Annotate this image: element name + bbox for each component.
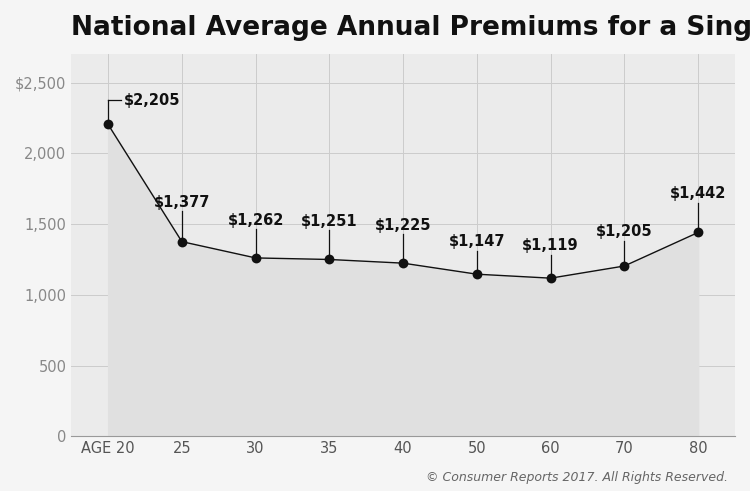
Point [397, 259, 409, 267]
Text: $1,377: $1,377 [154, 195, 210, 210]
Point [471, 270, 483, 278]
Text: $1,262: $1,262 [227, 213, 284, 227]
Text: $1,251: $1,251 [301, 214, 358, 229]
Text: $2,205: $2,205 [124, 93, 181, 108]
Point [176, 238, 188, 246]
Text: National Average Annual Premiums for a Single Driver: National Average Annual Premiums for a S… [71, 15, 750, 41]
Text: $1,442: $1,442 [670, 186, 726, 201]
Point [692, 228, 704, 236]
Point [323, 255, 335, 263]
Point [250, 254, 262, 262]
Text: $1,225: $1,225 [375, 218, 431, 233]
Text: $1,205: $1,205 [596, 224, 652, 239]
Point [102, 121, 114, 129]
Point [544, 274, 556, 282]
Text: $1,119: $1,119 [522, 239, 579, 253]
Text: $1,147: $1,147 [448, 234, 505, 249]
Text: © Consumer Reports 2017. All Rights Reserved.: © Consumer Reports 2017. All Rights Rese… [425, 471, 728, 484]
Point [618, 262, 630, 270]
